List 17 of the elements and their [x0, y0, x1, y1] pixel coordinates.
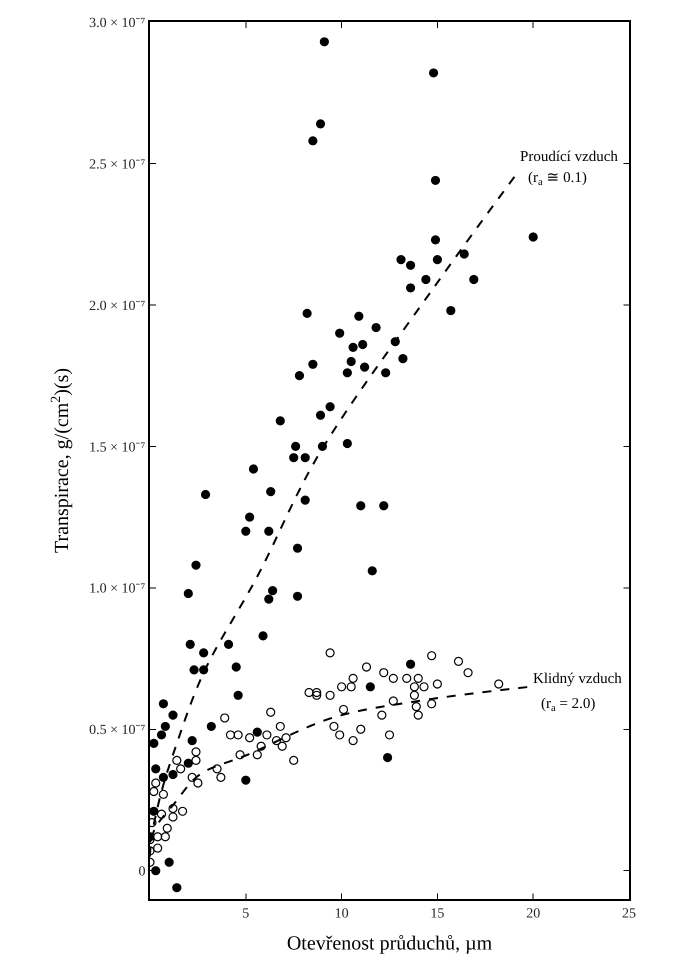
y-tick-label: 2.0 × 10⁻⁷ [89, 298, 146, 314]
y-tick-label: 3.0 × 10⁻⁷ [89, 16, 146, 31]
annotation: Klidný vzduch [533, 671, 622, 687]
x-tick-label: 5 [242, 906, 250, 922]
y-tick-label: 1.5 × 10⁻⁷ [89, 440, 146, 456]
annotation: Proudící vzduch [520, 149, 618, 165]
y-tick-label: 2.5 × 10⁻⁷ [89, 157, 146, 172]
y-tick-label: 1.0 × 10⁻⁷ [89, 582, 146, 597]
x-tick-label: 15 [430, 906, 444, 922]
y-tick-label: 0.5 × 10⁻⁷ [89, 723, 146, 738]
x-tick-label: 20 [526, 906, 540, 922]
x-axis-title: Otevřenost průduchů, µm [286, 932, 493, 955]
x-tick-label: 10 [334, 906, 349, 922]
annotation: (r$_{a}$ ≅ 0.1) [528, 170, 587, 188]
x-tick-label: 25 [622, 906, 636, 922]
y-tick-label: 0 [138, 864, 146, 880]
annotation: (r$_{a}$ = 2.0) [541, 696, 596, 714]
